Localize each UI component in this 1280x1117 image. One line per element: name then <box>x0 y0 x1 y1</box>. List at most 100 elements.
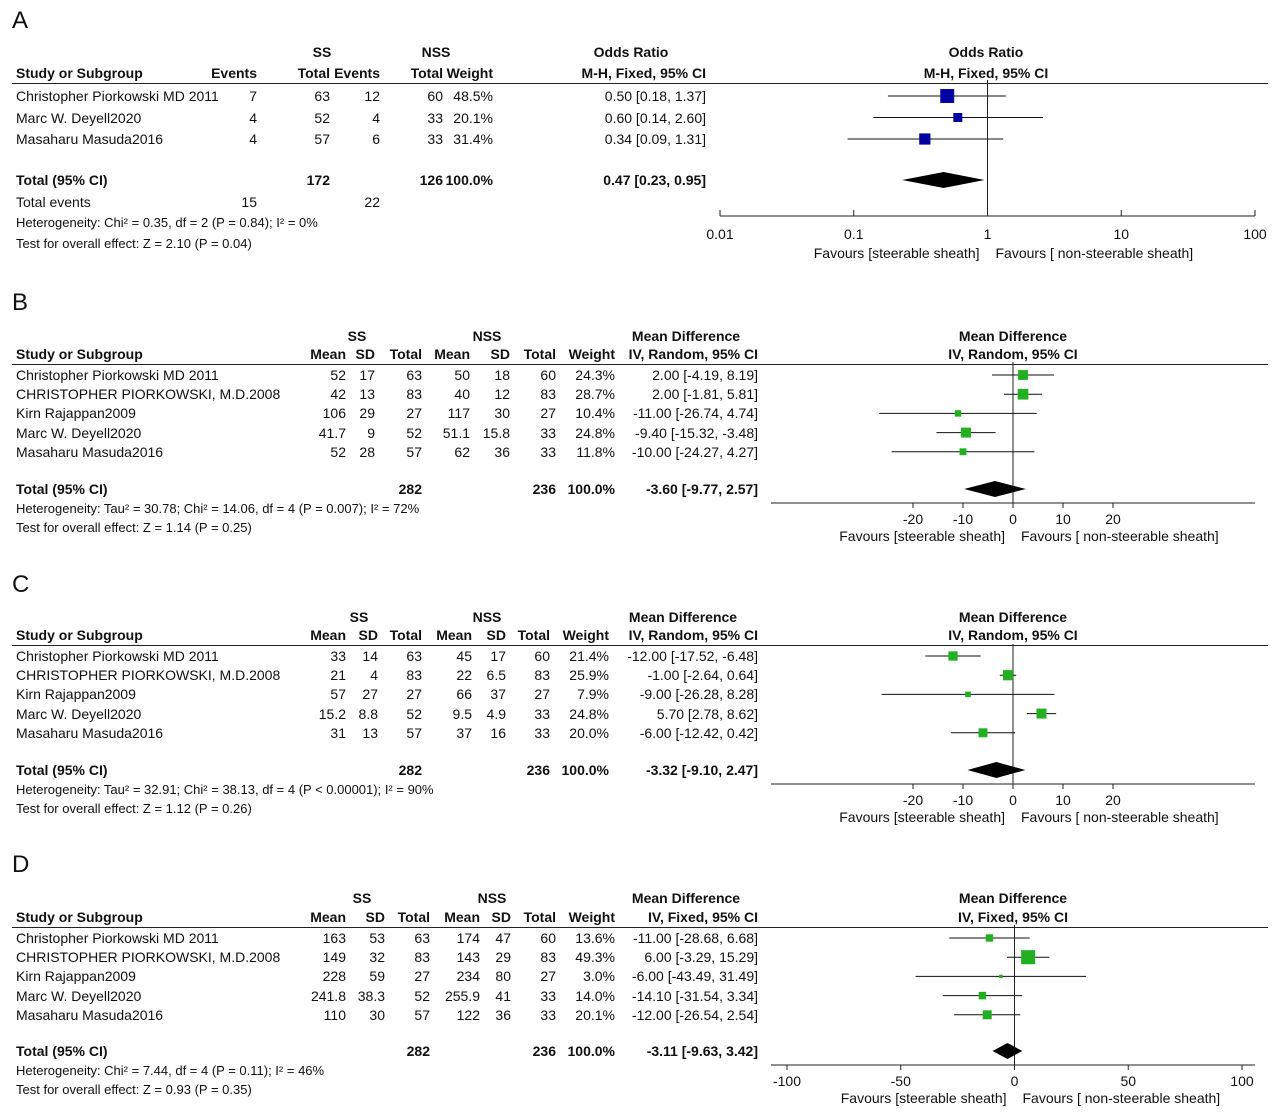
total-label: Total (95% CI) <box>16 762 108 778</box>
study-effect-ci: 2.00 [-1.81, 5.81] <box>652 386 758 403</box>
x-tick-label: 10 <box>1113 226 1130 242</box>
study-cell: 83 <box>540 949 556 966</box>
study-cell: 52 <box>406 705 422 722</box>
effect-method-header: IV, Random, 95% CI <box>628 627 758 643</box>
column-header: Events <box>211 65 257 81</box>
total-effect-ci: 0.47 [0.23, 0.95] <box>603 172 706 188</box>
x-tick-label: -20 <box>902 511 924 527</box>
effect-method-header: M-H, Fixed, 95% CI <box>581 65 706 81</box>
study-cell: 17 <box>359 367 375 383</box>
x-tick-label: -50 <box>890 1073 911 1089</box>
x-tick-label: 0.01 <box>706 226 734 242</box>
study-point-estimate <box>919 133 931 145</box>
column-header: Weight <box>568 346 615 362</box>
study-cell: 29 <box>495 949 511 966</box>
study-cell: 21 <box>330 667 346 684</box>
x-tick-label: -100 <box>772 1073 802 1089</box>
study-cell: 27 <box>406 405 422 422</box>
study-cell: 52 <box>314 109 330 126</box>
study-point-estimate <box>954 410 962 417</box>
study-name: Masaharu Masuda2016 <box>16 1006 164 1023</box>
study-cell: 83 <box>414 949 430 966</box>
total-label: Total (95% CI) <box>16 1043 108 1059</box>
study-cell: 11.8% <box>576 443 615 460</box>
pooled-estimate-diamond <box>902 172 985 188</box>
study-cell: 32 <box>369 949 385 966</box>
x-tick-label: -20 <box>902 792 924 808</box>
study-cell: 52 <box>414 987 430 1004</box>
overall-effect-text: Test for overall effect: Z = 1.14 (P = 0… <box>16 520 252 535</box>
study-cell: 33 <box>427 131 443 147</box>
study-cell: 9 <box>367 424 375 441</box>
study-name: Marc W. Deyell2020 <box>16 424 142 441</box>
study-cell: 110 <box>323 1006 346 1023</box>
header-rule <box>12 645 1268 646</box>
study-cell: 31.4% <box>453 131 493 147</box>
column-header-study: Study or Subgroup <box>16 65 143 81</box>
heterogeneity-text: Heterogeneity: Tau² = 30.78; Chi² = 14.0… <box>16 501 420 516</box>
study-cell: 47 <box>495 930 511 946</box>
study-cell: 60 <box>540 367 556 383</box>
column-header-study: Study or Subgroup <box>16 909 143 925</box>
total-cell: 172 <box>306 172 330 188</box>
study-cell: 7.9% <box>577 686 609 703</box>
study-cell: 17 <box>490 648 506 664</box>
group-header-nss: NSS <box>421 44 451 60</box>
study-cell: 33 <box>540 443 556 460</box>
study-cell: 13 <box>359 386 375 403</box>
study-cell: 37 <box>456 724 472 741</box>
study-effect-ci: -1.00 [-2.64, 0.64] <box>647 667 758 684</box>
study-cell: 28 <box>359 443 375 460</box>
study-cell: 60 <box>427 88 443 104</box>
study-effect-ci: -14.10 [-31.54, 3.34] <box>631 987 758 1004</box>
study-cell: 4 <box>249 109 257 126</box>
plot-header: Mean Difference <box>958 609 1068 625</box>
study-cell: 52 <box>330 367 346 383</box>
study-cell: 83 <box>406 386 422 403</box>
study-point-estimate <box>978 728 988 738</box>
study-cell: 12 <box>364 88 380 104</box>
total-label: Total (95% CI) <box>16 172 108 188</box>
favours-right-label: Favours [ non-steerable sheath] <box>995 245 1194 261</box>
column-header: Total <box>389 627 422 643</box>
study-point-estimate <box>999 974 1003 979</box>
study-cell: 59 <box>369 968 385 985</box>
study-name: Marc W. Deyell2020 <box>16 987 142 1004</box>
column-header-study: Study or Subgroup <box>16 346 143 362</box>
study-cell: 66 <box>456 686 472 703</box>
study-cell: 38.3 <box>357 987 385 1004</box>
favours-left-label: Favours [steerable sheath] <box>839 809 1005 825</box>
study-cell: 30 <box>494 405 510 422</box>
study-effect-ci: -9.00 [-26.28, 8.28] <box>639 686 758 703</box>
study-cell: 33 <box>540 987 556 1004</box>
plot-method-header: M-H, Fixed, 95% CI <box>923 65 1049 81</box>
header-rule <box>12 83 1268 84</box>
study-cell: 50 <box>454 367 470 383</box>
column-header: Weight <box>568 909 615 925</box>
study-cell: 27 <box>414 968 430 985</box>
study-effect-ci: -11.00 [-26.74, 4.74] <box>632 405 758 422</box>
study-cell: 241.8 <box>310 987 346 1004</box>
panel-letter: D <box>12 851 30 878</box>
column-header: Total <box>517 627 550 643</box>
study-cell: 24.3% <box>575 367 615 383</box>
study-cell: 27 <box>534 686 550 703</box>
study-effect-ci: 0.60 [0.14, 2.60] <box>604 109 706 126</box>
study-point-estimate <box>985 934 994 942</box>
effect-header: Mean Difference <box>631 328 741 344</box>
study-cell: 117 <box>447 405 470 422</box>
study-name: Marc W. Deyell2020 <box>16 705 142 722</box>
study-cell: 15.8 <box>482 424 510 441</box>
study-cell: 4 <box>249 131 257 147</box>
study-cell: 41 <box>495 987 511 1004</box>
favours-left-label: Favours [steerable sheath] <box>839 528 1005 544</box>
study-name: Kirn Rajappan2009 <box>16 686 136 703</box>
total-cell: 236 <box>532 481 556 497</box>
study-cell: 20.1% <box>453 109 493 126</box>
total-effect-ci: -3.60 [-9.77, 2.57] <box>645 481 758 497</box>
study-cell: 255.9 <box>444 987 480 1004</box>
column-header: Mean <box>310 346 346 362</box>
column-header: Total <box>297 65 330 81</box>
plot-header: Mean Difference <box>958 890 1068 906</box>
study-point-estimate <box>940 89 955 103</box>
